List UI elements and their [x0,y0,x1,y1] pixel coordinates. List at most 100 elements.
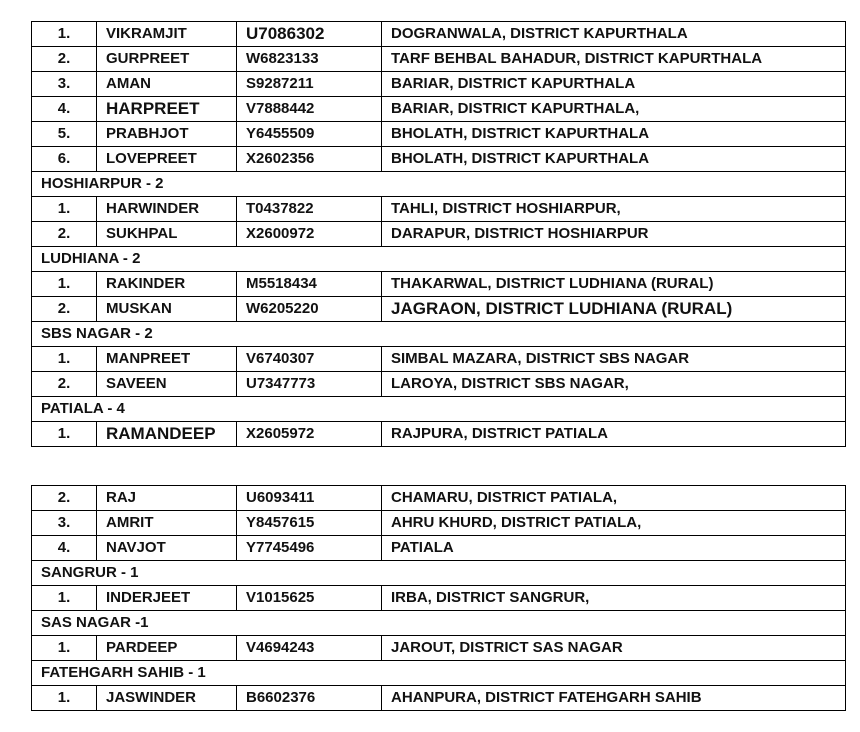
passport-number-cell: X2600972 [236,221,382,247]
section-header-row: LUDHIANA - 2 [31,246,846,272]
serial-number-cell: 1. [31,196,97,222]
address-cell: SIMBAL MAZARA, DISTRICT SBS NAGAR [381,346,846,372]
person-name-cell: JASWINDER [96,685,237,711]
passport-number-cell: V4694243 [236,635,382,661]
passport-number-cell: X2602356 [236,146,382,172]
passport-number-cell: V7888442 [236,96,382,122]
district-section-label: FATEHGARH SAHIB - 1 [31,660,846,686]
passport-number-cell: Y8457615 [236,510,382,536]
table-row: 4. HARPREET V7888442 BARIAR, DISTRICT KAPUR… [31,96,846,122]
person-name-cell: LOVEPREET [96,146,237,172]
passport-number-cell: B6602376 [236,685,382,711]
serial-number-cell: 3. [31,71,97,97]
serial-number-cell: 2. [31,46,97,72]
person-name-cell: SAVEEN [96,371,237,397]
person-name-cell: MANPREET [96,346,237,372]
address-cell: TARF BEHBAL BAHADUR, DISTRICT KAPURTHALA [381,46,846,72]
passport-number-cell: Y6455509 [236,121,382,147]
serial-number-cell: 4. [31,535,97,561]
address-cell: BHOLATH, DISTRICT KAPURTHALA [381,121,846,147]
person-name-cell: RAMANDEEP [96,421,237,447]
serial-number-cell: 2. [31,221,97,247]
table-row: 1. PARDEEP V4694243 JAROUT, DISTRICT SAS NA… [31,635,846,661]
person-name-cell: MUSKAN [96,296,237,322]
serial-number-cell: 6. [31,146,97,172]
district-section-label: SBS NAGAR - 2 [31,321,846,347]
serial-number-cell: 1. [31,271,97,297]
serial-number-cell: 1. [31,21,97,47]
table-row: 2. GURPREET W6823133 TARF BEHBAL BAHADUR, D… [31,46,846,72]
table-row: 3. AMRIT Y8457615 AHRU KHURD, DISTRICT PATI… [31,510,846,536]
table-row: 1. INDERJEET V1015625 IRBA, DISTRICT SANGRU… [31,585,846,611]
table-row: 1. VIKRAMJIT U7086302 DOGRANWALA, DISTRICT … [31,21,846,47]
table-row: 3. AMAN S9287211 BARIAR, DISTRICT KAPURTHAL… [31,71,846,97]
serial-number-cell: 2. [31,371,97,397]
passport-number-cell: V6740307 [236,346,382,372]
address-cell: AHANPURA, DISTRICT FATEHGARH SAHIB [381,685,846,711]
person-name-cell: NAVJOT [96,535,237,561]
person-name-cell: VIKRAMJIT [96,21,237,47]
address-cell: IRBA, DISTRICT SANGRUR, [381,585,846,611]
district-section-label: HOSHIARPUR - 2 [31,171,846,197]
passport-number-cell: W6823133 [236,46,382,72]
district-section-label: PATIALA - 4 [31,396,846,422]
serial-number-cell: 4. [31,96,97,122]
section-header-row: FATEHGARH SAHIB - 1 [31,660,846,686]
serial-number-cell: 1. [31,685,97,711]
passport-number-cell: W6205220 [236,296,382,322]
passport-number-cell: Y7745496 [236,535,382,561]
address-cell: CHAMARU, DISTRICT PATIALA, [381,485,846,511]
person-name-cell: SUKHPAL [96,221,237,247]
table-row: 5. PRABHJOT Y6455509 BHOLATH, DISTRICT KAPU… [31,121,846,147]
table-row: 1. RAMANDEEP X2605972 RAJPURA, DISTRICT PAT… [31,421,846,447]
deportee-table-2: 2. RAJ U6093411 CHAMARU, DISTRICT PATIALA, 3… [31,485,846,711]
passport-number-cell: U7347773 [236,371,382,397]
section-header-row: SANGRUR - 1 [31,560,846,586]
deportee-table-1: 1. VIKRAMJIT U7086302 DOGRANWALA, DISTRICT … [31,21,846,447]
passport-number-cell: V1015625 [236,585,382,611]
passport-number-cell: U7086302 [236,21,382,47]
section-header-row: HOSHIARPUR - 2 [31,171,846,197]
address-cell: LAROYA, DISTRICT SBS NAGAR, [381,371,846,397]
section-header-row: PATIALA - 4 [31,396,846,422]
address-cell: DOGRANWALA, DISTRICT KAPURTHALA [381,21,846,47]
person-name-cell: AMAN [96,71,237,97]
table-row: 1. RAKINDER M5518434 THAKARWAL, DISTRICT LU… [31,271,846,297]
district-section-label: SANGRUR - 1 [31,560,846,586]
section-header-row: SAS NAGAR -1 [31,610,846,636]
person-name-cell: RAKINDER [96,271,237,297]
person-name-cell: PRABHJOT [96,121,237,147]
table-row: 2. SUKHPAL X2600972 DARAPUR, DISTRICT HOSHI… [31,221,846,247]
passport-number-cell: X2605972 [236,421,382,447]
person-name-cell: RAJ [96,485,237,511]
serial-number-cell: 1. [31,421,97,447]
table-row: 4. NAVJOT Y7745496 PATIALA [31,535,846,561]
serial-number-cell: 1. [31,635,97,661]
address-cell: RAJPURA, DISTRICT PATIALA [381,421,846,447]
address-cell: DARAPUR, DISTRICT HOSHIARPUR [381,221,846,247]
serial-number-cell: 1. [31,585,97,611]
district-section-label: SAS NAGAR -1 [31,610,846,636]
address-cell: PATIALA [381,535,846,561]
address-cell: JAROUT, DISTRICT SAS NAGAR [381,635,846,661]
address-cell: JAGRAON, DISTRICT LUDHIANA (RURAL) [381,296,846,322]
serial-number-cell: 2. [31,485,97,511]
passport-number-cell: T0437822 [236,196,382,222]
serial-number-cell: 5. [31,121,97,147]
address-cell: TAHLI, DISTRICT HOSHIARPUR, [381,196,846,222]
table-row: 2. MUSKAN W6205220 JAGRAON, DISTRICT LUDHIA… [31,296,846,322]
table-row: 2. SAVEEN U7347773 LAROYA, DISTRICT SBS NAG… [31,371,846,397]
address-cell: BARIAR, DISTRICT KAPURTHALA, [381,96,846,122]
address-cell: AHRU KHURD, DISTRICT PATIALA, [381,510,846,536]
serial-number-cell: 1. [31,346,97,372]
district-section-label: LUDHIANA - 2 [31,246,846,272]
address-cell: BHOLATH, DISTRICT KAPURTHALA [381,146,846,172]
serial-number-cell: 3. [31,510,97,536]
passport-number-cell: M5518434 [236,271,382,297]
section-header-row: SBS NAGAR - 2 [31,321,846,347]
table-row: 2. RAJ U6093411 CHAMARU, DISTRICT PATIALA, [31,485,846,511]
person-name-cell: HARWINDER [96,196,237,222]
person-name-cell: INDERJEET [96,585,237,611]
passport-number-cell: S9287211 [236,71,382,97]
serial-number-cell: 2. [31,296,97,322]
